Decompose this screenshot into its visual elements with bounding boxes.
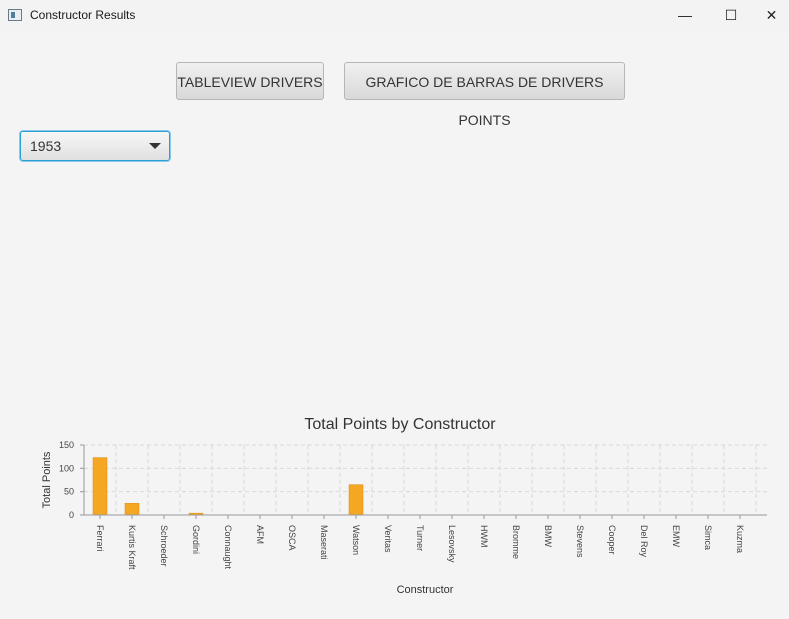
close-icon: ✕ — [765, 7, 778, 23]
x-tick-label: Ferrari — [95, 525, 105, 552]
x-tick-label: Gordini — [191, 525, 201, 554]
chevron-down-icon — [149, 143, 161, 149]
y-axis-label: Total Points — [41, 451, 53, 508]
x-tick-label: EMW — [671, 525, 681, 548]
x-tick-label: OSCA — [287, 525, 297, 551]
y-tick-label: 50 — [64, 487, 74, 497]
x-tick-label: Bromme — [511, 525, 521, 559]
x-axis-label: Constructor — [397, 584, 454, 596]
x-tick-label: BMW — [543, 525, 553, 548]
bar-ferrari — [92, 457, 108, 516]
x-tick-label: Watson — [351, 525, 361, 555]
x-tick-label: Connaught — [223, 525, 233, 570]
close-button[interactable]: ✕ — [754, 0, 789, 31]
bar-watson — [348, 484, 364, 516]
chart-title: Total Points by Constructor — [304, 416, 496, 433]
tableview-drivers-button[interactable]: TABLEVIEW DRIVERS — [176, 62, 324, 100]
x-tick-label: Maserati — [319, 525, 329, 560]
x-tick-label: Schroeder — [159, 525, 169, 567]
bar-chart-drivers-points-button[interactable]: GRAFICO DE BARRAS DE DRIVERS POINTS — [344, 62, 625, 128]
x-tick-label: Stevens — [575, 525, 585, 558]
chart-grid — [84, 444, 767, 515]
x-tick-label: AFM — [255, 525, 265, 544]
x-tick-label: Veritas — [383, 525, 393, 553]
x-tick-label: Kuzma — [735, 525, 745, 553]
x-tick-label: Turner — [415, 525, 425, 551]
y-tick-label: 150 — [59, 440, 74, 450]
x-tick-label: Kurtis Kraft — [127, 525, 137, 570]
x-axis: Ferrari Kurtis Kraft Schroeder Gordini Conna… — [84, 514, 767, 570]
x-tick-label: Simca — [703, 525, 713, 550]
app-icon — [8, 9, 22, 21]
season-select-value: 1953 — [30, 138, 62, 154]
minimize-icon: — — [678, 7, 692, 23]
x-tick-label: Del Roy — [639, 525, 649, 558]
x-tick-label: Cooper — [607, 525, 617, 555]
y-tick-label: 0 — [69, 510, 74, 520]
maximize-button[interactable]: ☐ — [708, 0, 754, 31]
minimize-button[interactable]: — — [662, 0, 708, 31]
y-axis: 0 50 100 150 — [59, 440, 85, 520]
window-title: Constructor Results — [30, 8, 136, 22]
x-tick-label: HWM — [479, 525, 489, 548]
season-select[interactable]: 1953 — [20, 131, 170, 161]
bar-kurtis-kraft — [124, 503, 140, 516]
constructor-points-chart: Total Points by Constructor Total Points… — [41, 416, 767, 596]
y-tick-label: 100 — [59, 463, 74, 473]
maximize-icon: ☐ — [724, 7, 738, 23]
chart-bars — [92, 457, 364, 516]
x-tick-label: Lesovsky — [447, 525, 457, 563]
title-bar: Constructor Results — ☐ ✕ — [0, 0, 789, 31]
